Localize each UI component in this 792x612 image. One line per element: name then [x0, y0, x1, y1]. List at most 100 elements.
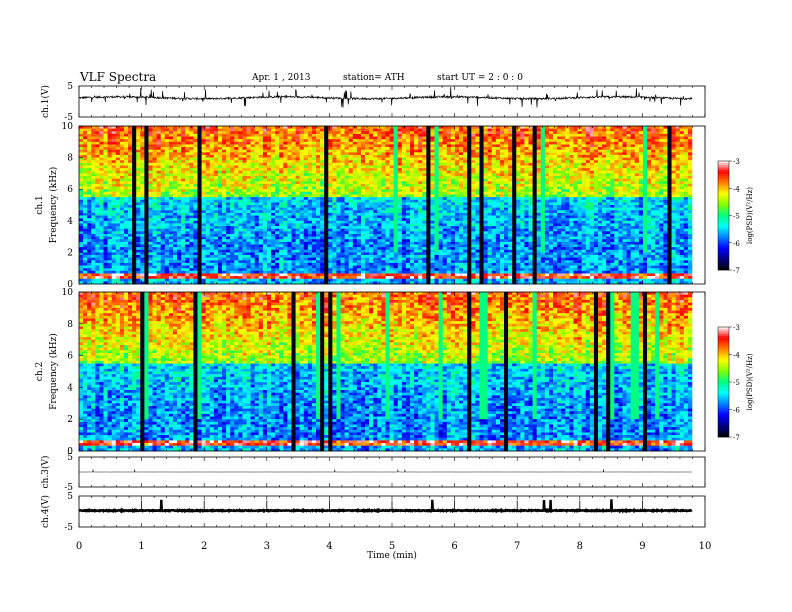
spectrogram-cell [140, 265, 145, 269]
spectrogram-cell [262, 205, 268, 208]
spectrogram-cell [320, 241, 325, 245]
spectrogram-cell [177, 186, 182, 190]
spectrogram-cell [152, 233, 157, 237]
spectrogram-cell [365, 133, 370, 137]
spectrogram-cell [405, 176, 411, 179]
spectrogram-cell [83, 231, 88, 235]
spectrogram-cell [242, 157, 247, 161]
spectrogram-cell [389, 173, 394, 177]
spectrogram-cell [246, 176, 251, 179]
spectrogram-cell [99, 260, 104, 264]
spectrogram-cell [226, 278, 231, 282]
spectrogram-cell [79, 154, 84, 158]
spectrogram-cell [103, 241, 108, 245]
spectrogram-cell [250, 168, 256, 172]
spectrogram-cell [87, 149, 92, 153]
spectrogram-cell [111, 231, 117, 235]
spectrogram-cell [283, 183, 288, 187]
spectrogram-cell [99, 133, 104, 137]
spectrogram-cell [164, 126, 170, 129]
spectrogram-cell [307, 273, 313, 277]
spectrogram-cell [381, 215, 386, 219]
spectrogram-cell [389, 262, 394, 266]
spectrogram-cell [217, 255, 223, 258]
spectrogram-cell [344, 205, 350, 208]
spectrogram-cell [356, 178, 362, 182]
spectrogram-cell [123, 186, 129, 190]
spectrogram-cell [87, 247, 92, 251]
spectrogram-cell [262, 273, 268, 277]
spectrogram-cell [405, 139, 411, 143]
spectrogram-cell [275, 199, 280, 203]
spectrogram-cell [344, 141, 350, 145]
spectrogram-cell [242, 128, 247, 132]
spectrogram-cell [262, 141, 268, 145]
spectrogram-cell [332, 273, 337, 277]
spectrogram-cell [303, 249, 309, 253]
spectrogram-cell [405, 212, 411, 216]
spectrogram-cell [287, 273, 292, 277]
spectrogram-cell [103, 236, 108, 240]
spectrogram-cell [258, 226, 264, 229]
spectrogram-cell [356, 205, 362, 208]
spectrogram-cell [307, 139, 313, 143]
spectrogram-cell [103, 239, 108, 243]
spectrogram-cell [148, 262, 153, 266]
spectrogram-cell [328, 276, 333, 280]
spectrogram-cell [360, 173, 366, 177]
spectrogram-cell [405, 268, 411, 272]
spectrogram-cell [324, 218, 329, 222]
spectrogram-cell [283, 236, 288, 240]
spectrogram-cell [156, 215, 162, 219]
spectrogram-cell [226, 257, 231, 261]
spectrogram-cell [144, 170, 149, 174]
spectrogram-cell [87, 233, 92, 237]
spectrogram-cell [344, 252, 350, 256]
spectrogram-cell [340, 144, 345, 148]
spectrogram-cell [172, 176, 178, 179]
spectrogram-cell [377, 212, 382, 216]
spectrogram-cell [160, 136, 166, 140]
spectrogram-cell [328, 215, 333, 219]
spectrogram-cell [209, 136, 215, 140]
spectrogram-cell [385, 210, 390, 214]
spectrogram-cell [205, 183, 211, 187]
spectrogram-cell [201, 162, 206, 166]
spectrogram-cell [172, 202, 178, 206]
spectrogram-cell [385, 252, 390, 256]
spectrogram-cell [238, 236, 243, 240]
spectrogram-cell [369, 178, 374, 182]
spectrogram-cell [140, 276, 145, 280]
spectrogram-cell [393, 176, 399, 179]
spectrogram-cell [336, 165, 341, 169]
spectrogram-cell [79, 147, 84, 150]
spectrogram-cell [365, 162, 370, 166]
spectrogram-cell [356, 239, 362, 243]
spectrogram-cell [340, 215, 345, 219]
spectrogram-cell [266, 281, 272, 285]
spectrogram-cell [152, 226, 157, 229]
spectrogram-cell [299, 154, 305, 158]
spectrogram-cell [360, 147, 366, 150]
spectrogram-cell [360, 265, 366, 269]
spectrogram-cell [328, 170, 333, 174]
spectrogram-cell [226, 228, 231, 232]
spectrogram-cell [356, 215, 362, 219]
spectrogram-cell [279, 170, 284, 174]
spectrogram-cell [405, 207, 411, 211]
spectrogram-cell [340, 228, 345, 232]
spectrogram-cell [246, 199, 251, 203]
spectrogram-cell [119, 176, 125, 179]
spectrogram-cell [271, 197, 276, 201]
spectrogram-cell [128, 270, 133, 274]
spectrogram-cell [177, 249, 182, 253]
spectrogram-cell [311, 281, 317, 285]
spectrogram-cell [79, 273, 84, 277]
spectrogram-cell [181, 223, 186, 227]
spectrogram-cell [87, 128, 92, 132]
spectrogram-cell [393, 170, 399, 174]
spectrogram-cell [87, 176, 92, 179]
spectrogram-cell [140, 215, 145, 219]
spectrogram-cell [222, 273, 227, 277]
spectrogram-cell [160, 149, 166, 153]
